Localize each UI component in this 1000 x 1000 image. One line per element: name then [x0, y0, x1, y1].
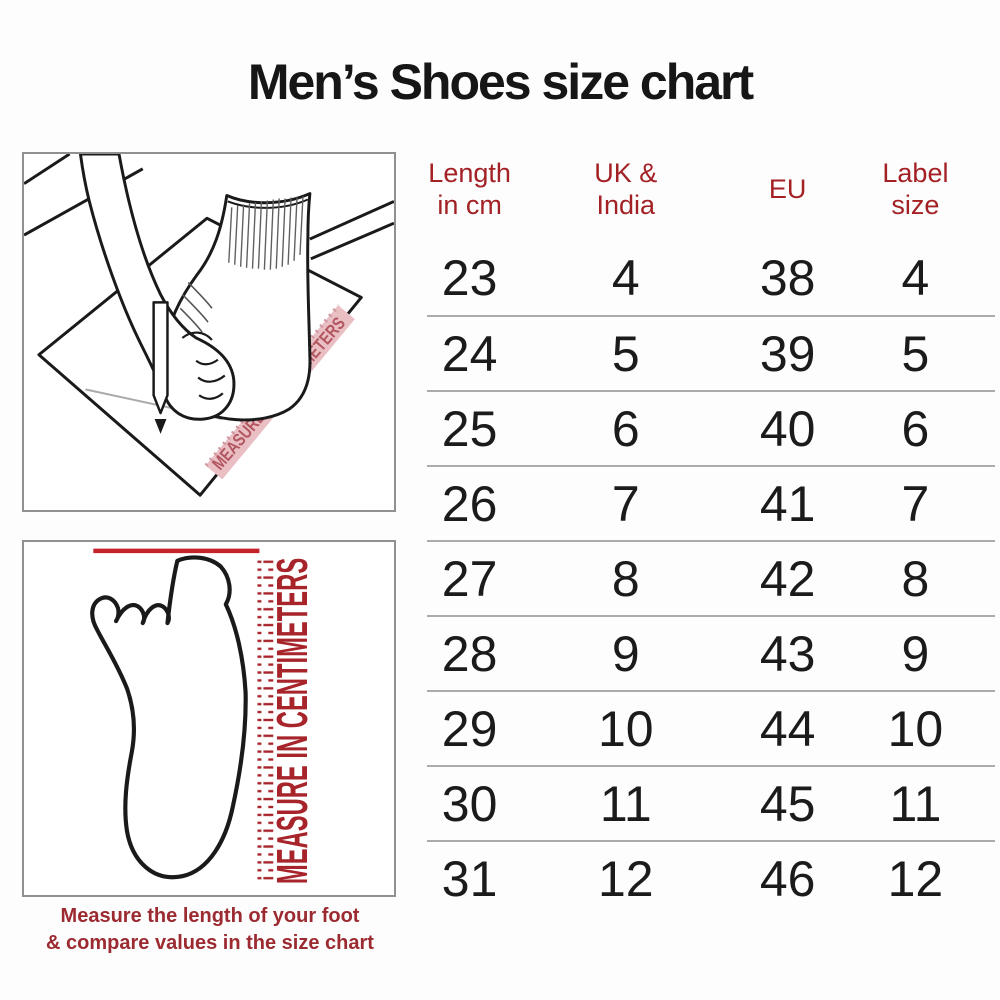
cell-uk-india: 6 [611, 400, 640, 457]
cell-label-size: 4 [901, 249, 930, 306]
foot-outline-illustration: MEASURE IN CENTIMETERS [22, 540, 396, 897]
cell-uk-india: 12 [597, 850, 654, 907]
header-length-cm: Length in cm [428, 158, 511, 220]
cell-length-cm: 25 [441, 400, 498, 457]
cell-uk-india: 5 [611, 325, 640, 382]
finger-lines [181, 331, 226, 400]
measuring-foot-illustration: MEASURE IN CENTIMETERS [22, 152, 396, 512]
cell-length-cm: 27 [441, 550, 498, 607]
cell-length-cm: 29 [441, 700, 498, 757]
cell-uk-india: 10 [597, 700, 654, 757]
size-table-body: 23 4 38 4 24 5 39 5 25 6 40 6 26 7 41 7 … [427, 240, 995, 915]
cell-uk-india: 8 [611, 550, 640, 607]
table-row: 24 5 39 5 [427, 315, 995, 390]
cell-label-size: 10 [887, 700, 944, 757]
caption-line-2: & compare values in the size chart [46, 932, 374, 954]
cell-eu: 40 [759, 400, 816, 457]
page-title: Men’s Shoes size chart [247, 54, 754, 110]
cell-label-size: 7 [901, 475, 930, 532]
cell-eu: 38 [759, 249, 816, 306]
sock-hatching [228, 196, 304, 270]
table-row: 26 7 41 7 [427, 465, 995, 540]
table-row: 23 4 38 4 [427, 240, 995, 315]
pencil [152, 301, 169, 434]
table-row: 28 9 43 9 [427, 615, 995, 690]
cell-label-size: 6 [901, 400, 930, 457]
table-row: 29 10 44 10 [427, 690, 995, 765]
cell-label-size: 9 [901, 625, 930, 682]
table-row: 27 8 42 8 [427, 540, 995, 615]
cell-eu: 41 [759, 475, 816, 532]
size-table: Length in cm UK & India EU Label size 23… [427, 140, 995, 915]
cell-eu: 44 [759, 700, 816, 757]
cell-eu: 43 [759, 625, 816, 682]
cell-uk-india: 11 [599, 775, 652, 832]
ruler-ticks [257, 555, 274, 885]
hand-and-arm [78, 154, 236, 421]
cell-label-size: 11 [889, 775, 942, 832]
cell-uk-india: 4 [611, 249, 640, 306]
cell-eu: 46 [759, 850, 816, 907]
cell-length-cm: 26 [441, 475, 498, 532]
measuring-foot-drawing: MEASURE IN CENTIMETERS [24, 154, 394, 497]
cell-length-cm: 31 [441, 850, 498, 907]
bottom-ruler-label: MEASURE IN CENTIMETERS [269, 558, 317, 884]
cell-eu: 42 [759, 550, 816, 607]
header-label-size: Label size [882, 158, 949, 220]
cell-label-size: 12 [887, 850, 944, 907]
size-table-header: Length in cm UK & India EU Label size [427, 140, 995, 240]
table-row: 25 6 40 6 [427, 390, 995, 465]
table-row: 30 11 45 11 [427, 765, 995, 840]
cell-eu: 45 [759, 775, 816, 832]
cell-label-size: 5 [901, 325, 930, 382]
caption: Measure the length of your foot & compar… [0, 903, 420, 957]
cell-length-cm: 30 [441, 775, 498, 832]
cell-length-cm: 24 [441, 325, 498, 382]
cell-length-cm: 28 [441, 625, 498, 682]
cell-eu: 39 [759, 325, 816, 382]
cell-label-size: 8 [901, 550, 930, 607]
header-eu: EU [768, 174, 807, 205]
foot-outline-drawing: MEASURE IN CENTIMETERS [90, 548, 317, 885]
header-uk-india: UK & India [594, 158, 658, 220]
foot-outline [90, 555, 248, 880]
table-row: 31 12 46 12 [427, 840, 995, 915]
arrow-down-icon [154, 419, 167, 434]
cell-uk-india: 9 [611, 625, 640, 682]
cell-length-cm: 23 [441, 249, 498, 306]
sock-folds [179, 281, 213, 333]
cell-uk-india: 7 [611, 475, 640, 532]
caption-line-1: Measure the length of your foot [60, 905, 360, 927]
